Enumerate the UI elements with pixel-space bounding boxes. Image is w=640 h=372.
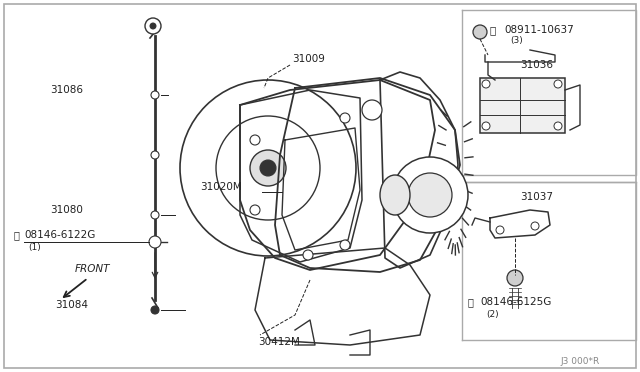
Bar [480, 78, 565, 133]
Circle shape [250, 205, 260, 215]
Text: 08911-10637: 08911-10637 [504, 25, 573, 35]
Circle shape [216, 116, 320, 220]
Text: 31037: 31037 [520, 192, 553, 202]
Circle shape [151, 211, 159, 219]
Text: (3): (3) [510, 36, 523, 45]
Text: FRONT: FRONT [75, 264, 111, 274]
Text: 31086: 31086 [50, 85, 83, 95]
Text: (2): (2) [486, 310, 499, 319]
Circle shape [260, 160, 276, 176]
Text: 08146-6125G: 08146-6125G [480, 297, 552, 307]
Circle shape [554, 122, 562, 130]
Text: 31020M: 31020M [200, 182, 242, 192]
Circle shape [303, 250, 313, 260]
Text: Ⓑ: Ⓑ [14, 230, 20, 240]
Text: 08146-6122G: 08146-6122G [24, 230, 95, 240]
Circle shape [473, 25, 487, 39]
Circle shape [482, 80, 490, 88]
Circle shape [340, 240, 350, 250]
Circle shape [151, 151, 159, 159]
Circle shape [554, 80, 562, 88]
Circle shape [180, 80, 356, 256]
Circle shape [340, 113, 350, 123]
Text: Ⓝ: Ⓝ [490, 25, 496, 35]
Circle shape [151, 306, 159, 314]
Text: 31009: 31009 [292, 54, 325, 64]
Circle shape [362, 100, 382, 120]
Text: J3 000*R: J3 000*R [560, 357, 599, 366]
Circle shape [531, 222, 539, 230]
Text: 30412M: 30412M [258, 337, 300, 347]
Circle shape [145, 18, 161, 34]
Circle shape [250, 135, 260, 145]
Ellipse shape [380, 175, 410, 215]
Circle shape [250, 150, 286, 186]
Circle shape [482, 122, 490, 130]
Text: 31084: 31084 [55, 300, 88, 310]
Text: 31036: 31036 [520, 60, 553, 70]
Circle shape [496, 226, 504, 234]
Text: Ⓑ: Ⓑ [468, 297, 474, 307]
Circle shape [507, 270, 523, 286]
Circle shape [392, 157, 468, 233]
Circle shape [151, 91, 159, 99]
Text: (1): (1) [28, 243, 41, 252]
Circle shape [408, 173, 452, 217]
Circle shape [149, 236, 161, 248]
Text: 31080: 31080 [50, 205, 83, 215]
Circle shape [150, 23, 156, 29]
